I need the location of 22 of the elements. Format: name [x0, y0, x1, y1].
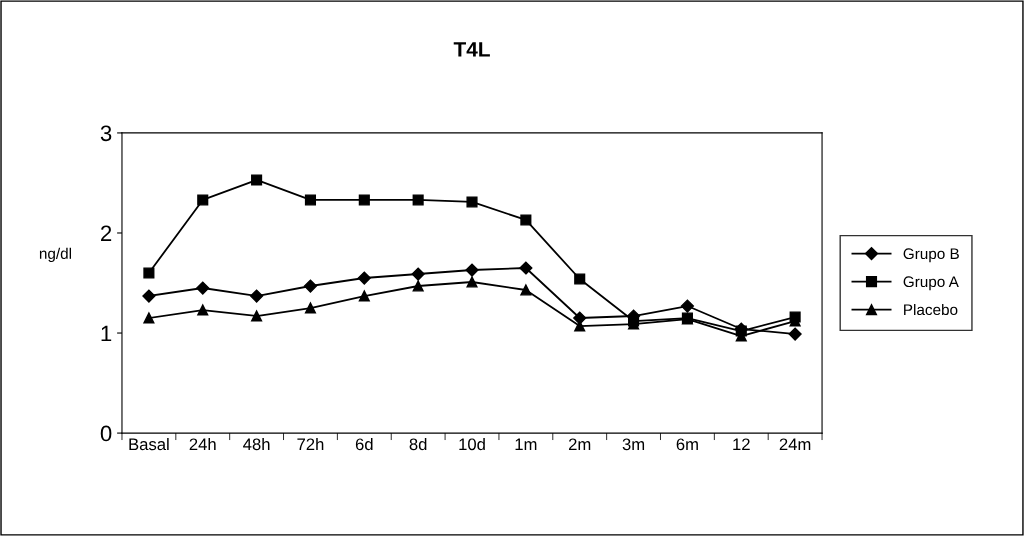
x-tick-label: 6m: [676, 438, 698, 451]
y-axis-title: ng/dl: [39, 247, 72, 262]
x-tick-label: 24m: [779, 438, 811, 451]
y-tick-label: 1: [101, 325, 112, 342]
x-tick-label: 12: [733, 438, 750, 451]
x-tick-label: 72h: [297, 437, 324, 451]
y-tick-label: 2: [101, 225, 112, 242]
x-tick-label: 24h: [189, 437, 216, 451]
x-tick-label: 1m: [515, 438, 537, 451]
x-tick-label: 6d: [355, 437, 373, 451]
x-tick-label: 2m: [568, 438, 591, 451]
legend-label: Placebo: [904, 303, 958, 316]
y-tick-label: 3: [100, 125, 112, 142]
x-tick-label: 10d: [459, 437, 485, 451]
legend-label: Grupo A: [903, 276, 959, 291]
x-tick-label: 8d: [409, 437, 427, 451]
x-tick-label: Basal: [129, 437, 169, 451]
legend-label: Grupo B: [903, 248, 959, 263]
y-tick-label: 0: [100, 425, 112, 442]
x-tick-label: 3m: [622, 438, 645, 451]
x-tick-label: 48h: [243, 437, 270, 451]
chart-title: T4L: [453, 42, 490, 57]
